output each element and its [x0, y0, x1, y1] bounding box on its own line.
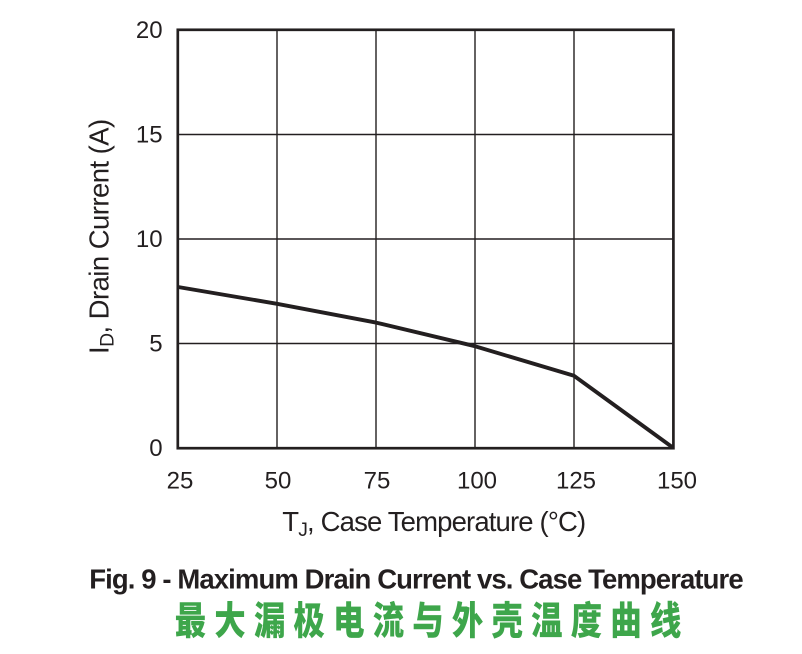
svg-text:150: 150 — [657, 468, 697, 495]
svg-text:10: 10 — [136, 226, 163, 253]
svg-text:100: 100 — [457, 468, 497, 495]
svg-text:20: 20 — [136, 17, 163, 44]
svg-text:ID, Drain Current (A): ID, Drain Current (A) — [84, 119, 119, 354]
svg-text:Fig. 9 - Maximum Drain Current: Fig. 9 - Maximum Drain Current vs. Case … — [89, 564, 743, 595]
svg-text:25: 25 — [167, 468, 194, 495]
svg-text:TJ, Case Temperature (°C): TJ, Case Temperature (°C) — [282, 506, 585, 541]
svg-text:75: 75 — [364, 468, 391, 495]
svg-text:50: 50 — [265, 468, 292, 495]
svg-text:0: 0 — [149, 435, 162, 462]
svg-text:125: 125 — [556, 468, 596, 495]
svg-text:5: 5 — [149, 330, 162, 357]
svg-text:15: 15 — [136, 121, 163, 148]
